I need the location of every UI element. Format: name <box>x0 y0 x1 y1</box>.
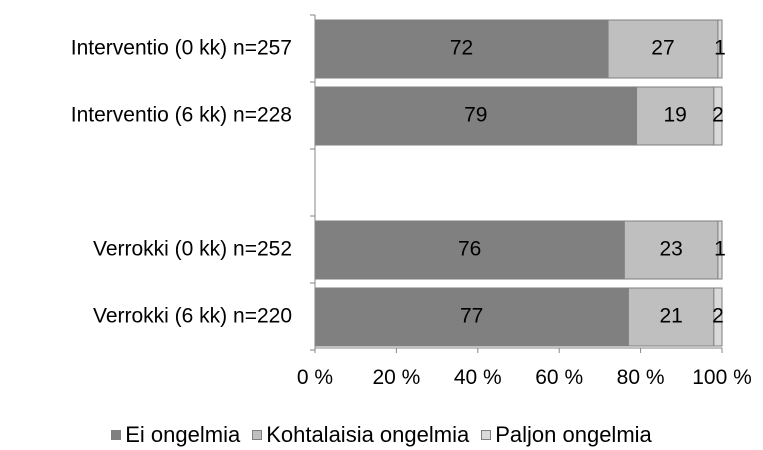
bar-segment <box>314 220 625 280</box>
data-label: 1 <box>714 37 726 60</box>
data-label: 1 <box>714 238 726 261</box>
bar-segment <box>717 220 723 280</box>
chart-plot-area: Interventio (0 kk) n=257 72 27 1 Interventio… <box>71 14 752 389</box>
legend-label-paljon-ongelmia: Paljon ongelmia <box>495 422 652 447</box>
legend-item-ei-ongelmia: Ei ongelmia <box>111 422 240 448</box>
data-label: 27 <box>651 37 674 60</box>
category-label: Interventio (0 kk) n=257 <box>71 37 292 60</box>
legend-label-ei-ongelmia: Ei ongelmia <box>125 422 241 447</box>
data-label: 21 <box>659 305 682 328</box>
legend-swatch-ei-ongelmia <box>111 430 122 440</box>
x-tick-label: 100 % <box>692 366 752 389</box>
data-label: 72 <box>450 37 473 60</box>
data-label: 79 <box>464 104 487 127</box>
data-label: 76 <box>458 238 481 261</box>
category-label: Verrokki (6 kk) n=220 <box>93 305 292 328</box>
legend-swatch-paljon-ongelmia <box>481 430 492 440</box>
bar-segment <box>607 19 719 79</box>
data-label: 19 <box>664 104 687 127</box>
data-label: 2 <box>712 104 724 127</box>
legend-label-kohtalaisia-ongelmia: Kohtalaisia ongelmia <box>266 422 470 447</box>
bar-segment <box>713 287 723 347</box>
category-label: Verrokki (0 kk) n=252 <box>93 238 292 261</box>
bar-segment <box>314 19 609 79</box>
legend-item-kohtalaisia-ongelmia: Kohtalaisia ongelmia <box>252 422 469 448</box>
data-label: 23 <box>659 238 682 261</box>
x-tick-label: 60 % <box>535 366 583 389</box>
x-tick-label: 80 % <box>617 366 665 389</box>
legend-item-paljon-ongelmia: Paljon ongelmia <box>481 422 652 448</box>
bar-segment <box>623 220 719 280</box>
legend-swatch-kohtalaisia-ongelmia <box>252 430 263 440</box>
chart-legend: Ei ongelmia Kohtalaisia ongelmia Paljon … <box>0 420 763 450</box>
x-tick-label: 20 % <box>372 366 420 389</box>
category-label: Interventio (6 kk) n=228 <box>71 104 292 127</box>
data-label: 2 <box>712 305 724 328</box>
x-tick-label: 40 % <box>454 366 502 389</box>
x-tick-label: 0 % <box>297 366 333 389</box>
bar-segment <box>314 287 629 347</box>
data-label: 77 <box>460 305 483 328</box>
bar-segment <box>717 19 723 79</box>
bar-segment <box>713 86 723 146</box>
